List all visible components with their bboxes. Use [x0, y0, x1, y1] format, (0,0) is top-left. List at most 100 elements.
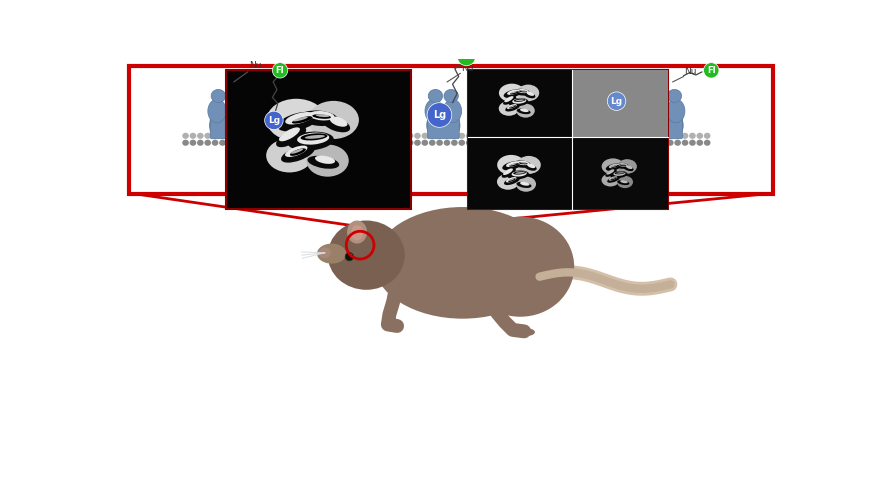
Ellipse shape [285, 146, 307, 157]
Ellipse shape [503, 96, 517, 105]
Bar [468, 71, 572, 137]
Circle shape [427, 103, 451, 127]
Ellipse shape [308, 101, 359, 139]
Ellipse shape [517, 156, 541, 174]
Ellipse shape [519, 91, 527, 93]
FancyBboxPatch shape [129, 67, 773, 194]
Bar [468, 71, 668, 209]
Ellipse shape [263, 140, 270, 146]
Ellipse shape [504, 96, 513, 102]
Ellipse shape [499, 101, 519, 116]
Ellipse shape [520, 108, 529, 112]
Ellipse shape [506, 161, 519, 167]
Ellipse shape [444, 99, 462, 123]
Ellipse shape [660, 133, 666, 139]
Ellipse shape [249, 133, 255, 139]
Ellipse shape [696, 133, 703, 139]
Ellipse shape [400, 140, 406, 146]
Text: Nu: Nu [461, 64, 473, 73]
Ellipse shape [304, 135, 325, 139]
Bar [572, 137, 668, 209]
Ellipse shape [660, 140, 666, 146]
Ellipse shape [444, 140, 451, 146]
Ellipse shape [618, 159, 637, 174]
Ellipse shape [290, 148, 306, 156]
Ellipse shape [620, 164, 627, 166]
Ellipse shape [444, 89, 458, 102]
Ellipse shape [704, 140, 710, 146]
Ellipse shape [322, 116, 350, 132]
Ellipse shape [510, 91, 519, 95]
Bar [468, 137, 572, 209]
Ellipse shape [508, 98, 528, 106]
Ellipse shape [517, 85, 539, 101]
Ellipse shape [673, 116, 684, 135]
Ellipse shape [497, 174, 519, 190]
Ellipse shape [241, 140, 248, 146]
Ellipse shape [503, 89, 522, 98]
Ellipse shape [515, 172, 524, 174]
Ellipse shape [497, 155, 525, 175]
Ellipse shape [422, 133, 429, 139]
Ellipse shape [511, 171, 527, 176]
Ellipse shape [219, 140, 226, 146]
Ellipse shape [189, 133, 196, 139]
Ellipse shape [606, 169, 614, 174]
Ellipse shape [300, 133, 327, 141]
Ellipse shape [527, 163, 535, 168]
Ellipse shape [189, 140, 196, 146]
Ellipse shape [212, 133, 218, 139]
Ellipse shape [514, 89, 530, 96]
Ellipse shape [429, 89, 443, 102]
Ellipse shape [611, 177, 616, 179]
Ellipse shape [605, 169, 617, 177]
Ellipse shape [618, 163, 627, 167]
FancyBboxPatch shape [650, 116, 683, 139]
Ellipse shape [630, 140, 637, 146]
Ellipse shape [208, 99, 226, 123]
Ellipse shape [422, 140, 429, 146]
Ellipse shape [502, 161, 522, 171]
Ellipse shape [626, 165, 633, 169]
Ellipse shape [517, 161, 529, 165]
Ellipse shape [407, 133, 414, 139]
Ellipse shape [617, 180, 629, 185]
Ellipse shape [602, 173, 620, 187]
Ellipse shape [667, 133, 673, 139]
Ellipse shape [436, 133, 443, 139]
Ellipse shape [620, 180, 627, 183]
Text: Fl: Fl [275, 66, 284, 75]
Ellipse shape [279, 127, 300, 141]
Ellipse shape [682, 133, 688, 139]
Bar [226, 71, 411, 209]
Ellipse shape [426, 116, 436, 135]
Ellipse shape [609, 176, 617, 181]
Ellipse shape [234, 140, 240, 146]
Ellipse shape [407, 140, 414, 146]
Ellipse shape [211, 89, 225, 102]
Ellipse shape [473, 140, 480, 146]
Ellipse shape [293, 117, 308, 122]
Ellipse shape [623, 140, 629, 146]
Ellipse shape [666, 99, 685, 123]
Ellipse shape [623, 165, 634, 171]
Ellipse shape [637, 133, 644, 139]
Circle shape [349, 254, 352, 256]
Ellipse shape [219, 133, 226, 139]
Ellipse shape [689, 133, 696, 139]
Text: Lg: Lg [611, 97, 623, 106]
Ellipse shape [292, 116, 312, 123]
Ellipse shape [429, 133, 436, 139]
Ellipse shape [197, 133, 203, 139]
Ellipse shape [506, 177, 517, 182]
Ellipse shape [651, 89, 666, 102]
Ellipse shape [645, 140, 651, 146]
Ellipse shape [517, 89, 529, 93]
Ellipse shape [466, 217, 574, 317]
Ellipse shape [425, 99, 444, 123]
Ellipse shape [466, 140, 473, 146]
Ellipse shape [436, 140, 443, 146]
Circle shape [273, 63, 288, 78]
Ellipse shape [645, 133, 651, 139]
Ellipse shape [512, 98, 526, 104]
